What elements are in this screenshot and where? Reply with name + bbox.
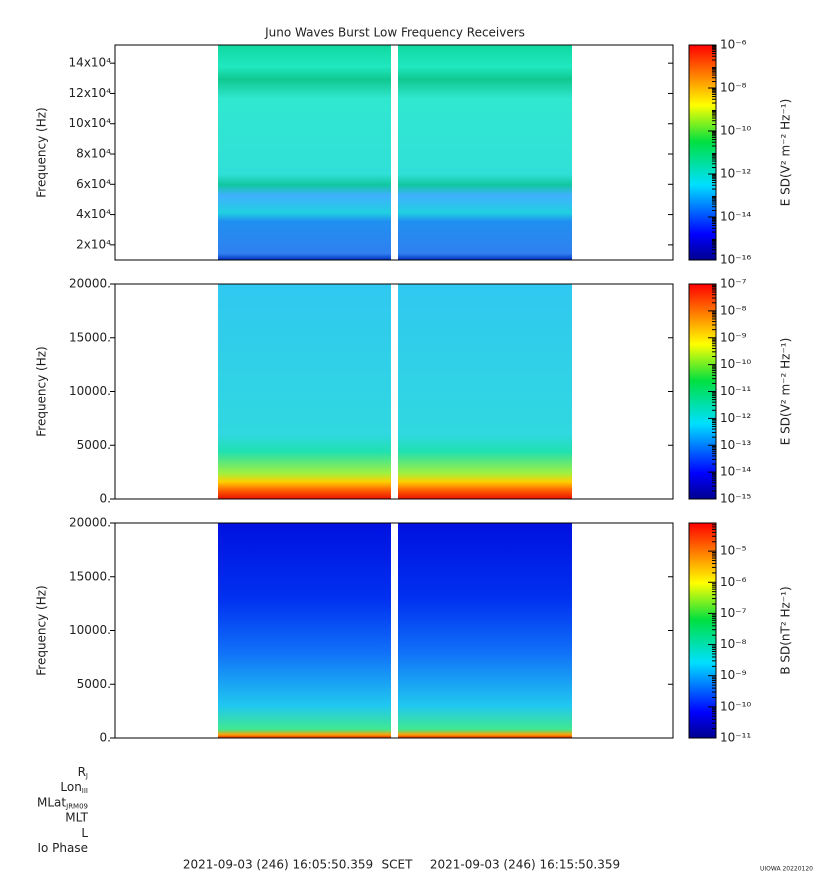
- y-tick-label: 0.: [100, 731, 111, 745]
- ephemeris-label: LonIII: [60, 780, 88, 796]
- ephemeris-label: L: [81, 825, 88, 839]
- spectrogram-image: [218, 523, 391, 738]
- y-tick-label: 2x10⁴: [76, 237, 111, 251]
- ephemeris-label: RJ: [78, 765, 88, 781]
- y-tick-label: 6x10⁴: [76, 177, 111, 191]
- ephemeris-label: MLT: [65, 810, 88, 824]
- colorbar-tick-label: 10⁻¹⁰: [720, 699, 751, 713]
- colorbar-label: B SD(nT² Hz⁻¹): [779, 586, 793, 674]
- colorbar-tick-label: 10⁻¹¹: [720, 384, 751, 398]
- ephemeris-label-text: L: [81, 825, 88, 839]
- ephemeris-label-text: MLT: [65, 810, 88, 824]
- colorbar-label: E SD(V² m⁻² Hz⁻¹): [779, 99, 793, 207]
- ephemeris-label: MLatJRM09: [37, 795, 88, 811]
- y-axis-label: Frequency (Hz): [35, 585, 49, 676]
- y-tick-label: 4x10⁴: [76, 207, 111, 221]
- y-axis-label: Frequency (Hz): [35, 346, 49, 437]
- ephemeris-label-text: Io Phase: [37, 841, 88, 855]
- ephemeris-label-sub: III: [82, 787, 88, 795]
- y-tick-label: 5000.: [77, 438, 111, 452]
- colorbar-tick-label: 10⁻⁶: [720, 38, 747, 52]
- colorbar-tick-label: 10⁻¹⁶: [720, 253, 751, 267]
- spectrogram-image: [398, 523, 572, 738]
- colorbar-tick-label: 10⁻⁸: [720, 303, 747, 317]
- plot-frame: [114, 283, 674, 500]
- colorbar-tick-label: 10⁻¹⁰: [720, 124, 751, 138]
- plot-frame: [114, 522, 674, 739]
- colorbar: [688, 522, 717, 739]
- colorbar-label: E SD(V² m⁻² Hz⁻¹): [779, 338, 793, 446]
- y-tick-label: 10000.: [69, 623, 111, 637]
- colorbar-tick-label: 10⁻¹⁴: [720, 210, 751, 224]
- footer: UIOWA 20220120: [760, 866, 813, 873]
- y-tick-label: 10000.: [69, 384, 111, 398]
- spectrogram-image: [398, 45, 572, 260]
- plot-frame: [114, 44, 674, 261]
- colorbar-tick-label: 10⁻¹⁴: [720, 465, 751, 479]
- colorbar-tick-label: 10⁻¹²: [720, 167, 751, 181]
- y-tick-label: 0.: [100, 492, 111, 506]
- colorbar-tick-label: 10⁻⁸: [720, 637, 747, 651]
- chart-title: Juno Waves Burst Low Frequency Receivers: [264, 26, 525, 40]
- colorbar-tick-label: 10⁻⁷: [720, 277, 747, 291]
- ephemeris-label: Io Phase: [37, 841, 88, 855]
- y-tick-label: 15000.: [69, 569, 111, 583]
- spectrogram-image: [218, 45, 391, 260]
- y-tick-label: 8x10⁴: [76, 147, 111, 161]
- colorbar-tick-label: 10⁻⁸: [720, 81, 747, 95]
- y-tick-label: 5000.: [77, 677, 111, 691]
- colorbar-tick-label: 10⁻¹³: [720, 438, 751, 452]
- spectrogram-image: [218, 284, 391, 499]
- colorbar-tick-label: 10⁻⁶: [720, 575, 747, 589]
- colorbar-tick-label: 10⁻⁵: [720, 544, 747, 558]
- colorbar-tick-label: 10⁻¹⁰: [720, 357, 751, 371]
- colorbar-tick-label: 10⁻⁷: [720, 606, 747, 620]
- y-tick-label: 15000.: [69, 330, 111, 344]
- ephemeris-label-text: Lon: [60, 780, 81, 794]
- ephemeris-label-text: R: [78, 765, 86, 779]
- colorbar-tick-label: 10⁻¹¹: [720, 731, 751, 745]
- time-start: 2021-09-03 (246) 16:05:50.359: [183, 858, 373, 872]
- colorbar-tick-label: 10⁻⁹: [720, 330, 747, 344]
- ephemeris-label-sub: JRM09: [65, 802, 88, 810]
- spectrogram-image: [398, 284, 572, 499]
- y-tick-label: 20000.: [69, 516, 111, 530]
- colorbar: [688, 44, 717, 261]
- colorbar-tick-label: 10⁻¹⁵: [720, 492, 751, 506]
- ephemeris-label-sub: J: [85, 772, 88, 780]
- time-end: 2021-09-03 (246) 16:15:50.359: [430, 858, 620, 872]
- y-tick-label: 14x10⁴: [69, 56, 112, 70]
- y-tick-label: 12x10⁴: [69, 86, 112, 100]
- y-axis-label: Frequency (Hz): [35, 107, 49, 198]
- colorbar-tick-label: 10⁻⁹: [720, 668, 747, 682]
- y-tick-label: 10x10⁴: [69, 116, 112, 130]
- ephemeris-label-text: MLat: [37, 795, 66, 809]
- colorbar-tick-label: 10⁻¹²: [720, 411, 751, 425]
- y-tick-label: 20000.: [69, 277, 111, 291]
- time-scet: SCET: [382, 858, 414, 872]
